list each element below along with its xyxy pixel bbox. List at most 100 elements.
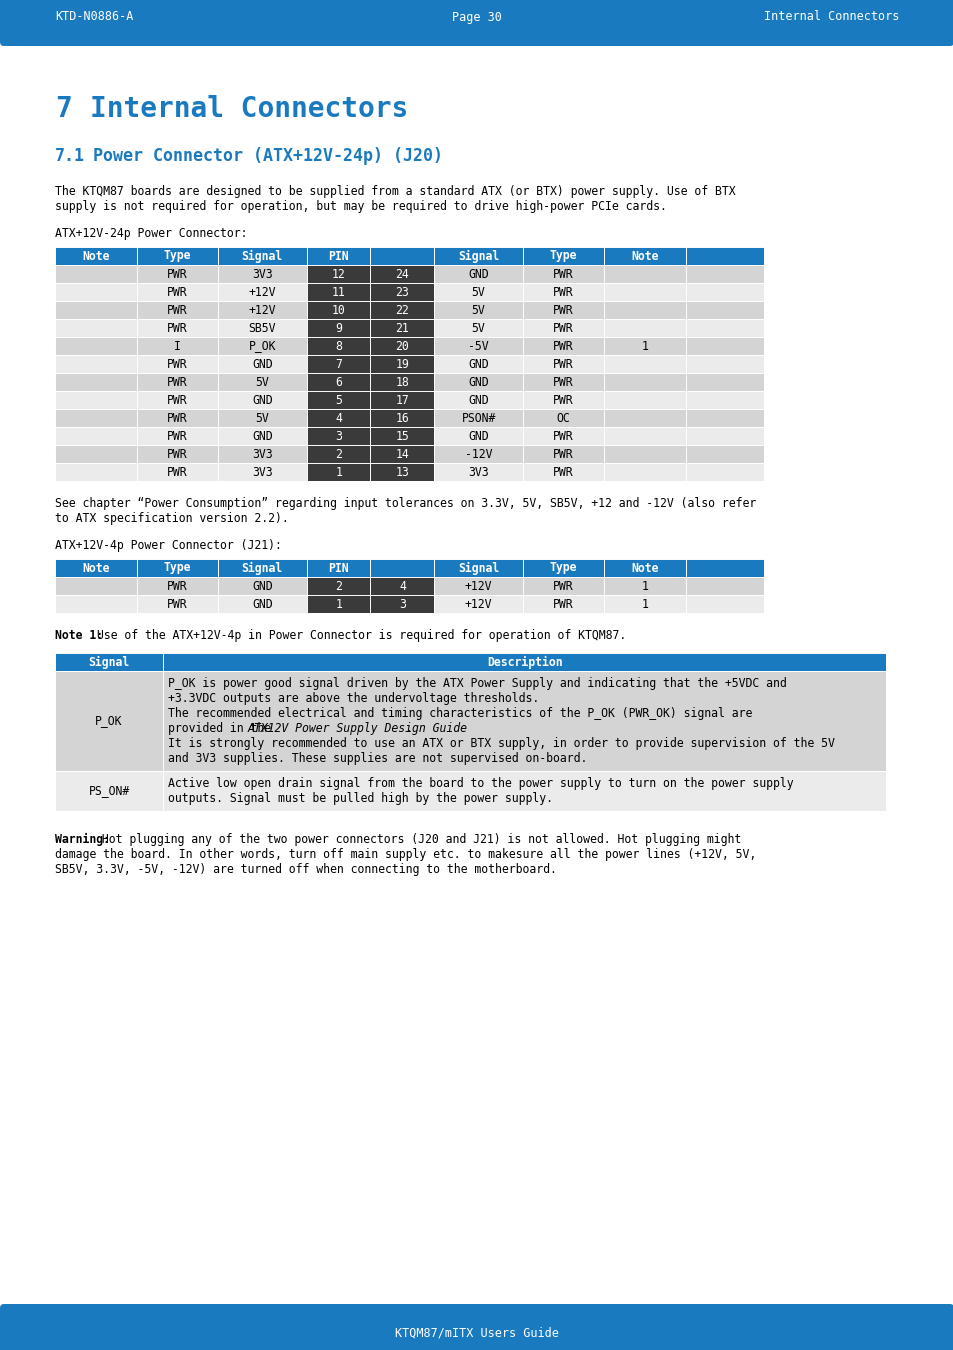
Text: 4: 4 <box>335 412 342 424</box>
Text: Note: Note <box>82 562 110 575</box>
Text: 16: 16 <box>395 412 409 424</box>
Bar <box>55 355 763 373</box>
Text: 7: 7 <box>335 358 342 370</box>
Text: +12V: +12V <box>464 579 492 593</box>
Text: 15: 15 <box>395 429 409 443</box>
Text: 18: 18 <box>395 375 409 389</box>
Bar <box>370 284 434 301</box>
Bar <box>55 319 763 338</box>
Text: GND: GND <box>468 267 488 281</box>
Bar <box>55 284 763 301</box>
Text: 2: 2 <box>335 579 342 593</box>
Text: PWR: PWR <box>167 321 188 335</box>
Text: Signal: Signal <box>241 562 283 575</box>
Bar <box>55 559 763 576</box>
Text: PIN: PIN <box>328 562 349 575</box>
Bar <box>370 576 434 595</box>
Text: 3V3: 3V3 <box>252 447 273 460</box>
Text: PSON#: PSON# <box>461 412 496 424</box>
Text: and 3V3 supplies. These supplies are not supervised on-board.: and 3V3 supplies. These supplies are not… <box>168 752 587 765</box>
Text: 4: 4 <box>398 579 405 593</box>
Text: 20: 20 <box>395 339 409 352</box>
Text: Use of the ATX+12V-4p in Power Connector is required for operation of KTQM87.: Use of the ATX+12V-4p in Power Connector… <box>91 629 626 643</box>
Text: 23: 23 <box>395 285 409 298</box>
Bar <box>306 373 370 391</box>
Text: It is strongly recommended to use an ATX or BTX supply, in order to provide supe: It is strongly recommended to use an ATX… <box>168 737 834 751</box>
Text: 1: 1 <box>641 598 648 610</box>
Text: Note: Note <box>631 562 659 575</box>
Text: Page 30: Page 30 <box>452 11 501 23</box>
Text: 11: 11 <box>332 285 345 298</box>
Bar <box>370 392 434 409</box>
Bar <box>306 576 370 595</box>
Text: 1: 1 <box>641 579 648 593</box>
Text: I: I <box>173 339 180 352</box>
Text: PWR: PWR <box>553 267 574 281</box>
Text: PWR: PWR <box>553 321 574 335</box>
Text: provided in the: provided in the <box>168 722 277 734</box>
Bar <box>0 0 953 34</box>
Bar <box>370 595 434 613</box>
Text: +12V: +12V <box>249 304 275 316</box>
Text: 5: 5 <box>335 393 342 406</box>
Text: Signal: Signal <box>241 250 283 262</box>
Bar <box>55 338 763 355</box>
Text: PWR: PWR <box>553 598 574 610</box>
Text: 1: 1 <box>641 339 648 352</box>
Text: +12V: +12V <box>464 598 492 610</box>
Bar <box>55 576 763 595</box>
Text: PWR: PWR <box>167 429 188 443</box>
Text: 8: 8 <box>335 339 342 352</box>
Text: 24: 24 <box>395 267 409 281</box>
Text: 3: 3 <box>398 598 405 610</box>
Text: 1: 1 <box>335 598 342 610</box>
Bar <box>306 301 370 319</box>
Text: PWR: PWR <box>167 267 188 281</box>
FancyBboxPatch shape <box>0 0 953 46</box>
Bar <box>370 463 434 481</box>
Text: PWR: PWR <box>553 429 574 443</box>
Bar <box>370 427 434 446</box>
Text: KTQM87/mITX Users Guide: KTQM87/mITX Users Guide <box>395 1327 558 1339</box>
Text: GND: GND <box>252 358 273 370</box>
Bar <box>370 265 434 284</box>
Text: PWR: PWR <box>167 466 188 478</box>
Text: -12V: -12V <box>464 447 492 460</box>
Text: 3: 3 <box>335 429 342 443</box>
Text: ATX+12V-4p Power Connector (J21):: ATX+12V-4p Power Connector (J21): <box>55 539 281 552</box>
Text: OC: OC <box>557 412 570 424</box>
Text: 10: 10 <box>332 304 345 316</box>
Bar <box>0 1316 953 1350</box>
Text: GND: GND <box>468 358 488 370</box>
Bar <box>55 653 885 671</box>
Text: Type: Type <box>549 250 577 262</box>
Text: 3V3: 3V3 <box>252 267 273 281</box>
Text: damage the board. In other words, turn off main supply etc. to makesure all the : damage the board. In other words, turn o… <box>55 848 756 861</box>
Text: PWR: PWR <box>167 598 188 610</box>
Bar <box>55 771 885 811</box>
Text: PWR: PWR <box>167 358 188 370</box>
Text: P_OK: P_OK <box>249 339 275 352</box>
Text: PWR: PWR <box>167 393 188 406</box>
Text: PWR: PWR <box>553 339 574 352</box>
Text: 3V3: 3V3 <box>468 466 488 478</box>
Text: PWR: PWR <box>553 375 574 389</box>
Text: Warning:: Warning: <box>55 833 110 846</box>
Bar <box>370 301 434 319</box>
Text: 5V: 5V <box>471 321 485 335</box>
Text: PWR: PWR <box>553 304 574 316</box>
Text: GND: GND <box>468 429 488 443</box>
Bar <box>370 409 434 427</box>
Bar <box>306 265 370 284</box>
Text: PWR: PWR <box>553 358 574 370</box>
Text: GND: GND <box>252 598 273 610</box>
Text: Power Connector (ATX+12V-24p) (J20): Power Connector (ATX+12V-24p) (J20) <box>92 147 442 165</box>
FancyBboxPatch shape <box>0 1304 953 1350</box>
Text: to ATX specification version 2.2).: to ATX specification version 2.2). <box>55 512 289 525</box>
Text: +12V: +12V <box>249 285 275 298</box>
Text: Type: Type <box>163 250 191 262</box>
Text: Note: Note <box>82 250 110 262</box>
Text: GND: GND <box>252 393 273 406</box>
Text: Note: Note <box>631 250 659 262</box>
Bar <box>55 265 763 284</box>
